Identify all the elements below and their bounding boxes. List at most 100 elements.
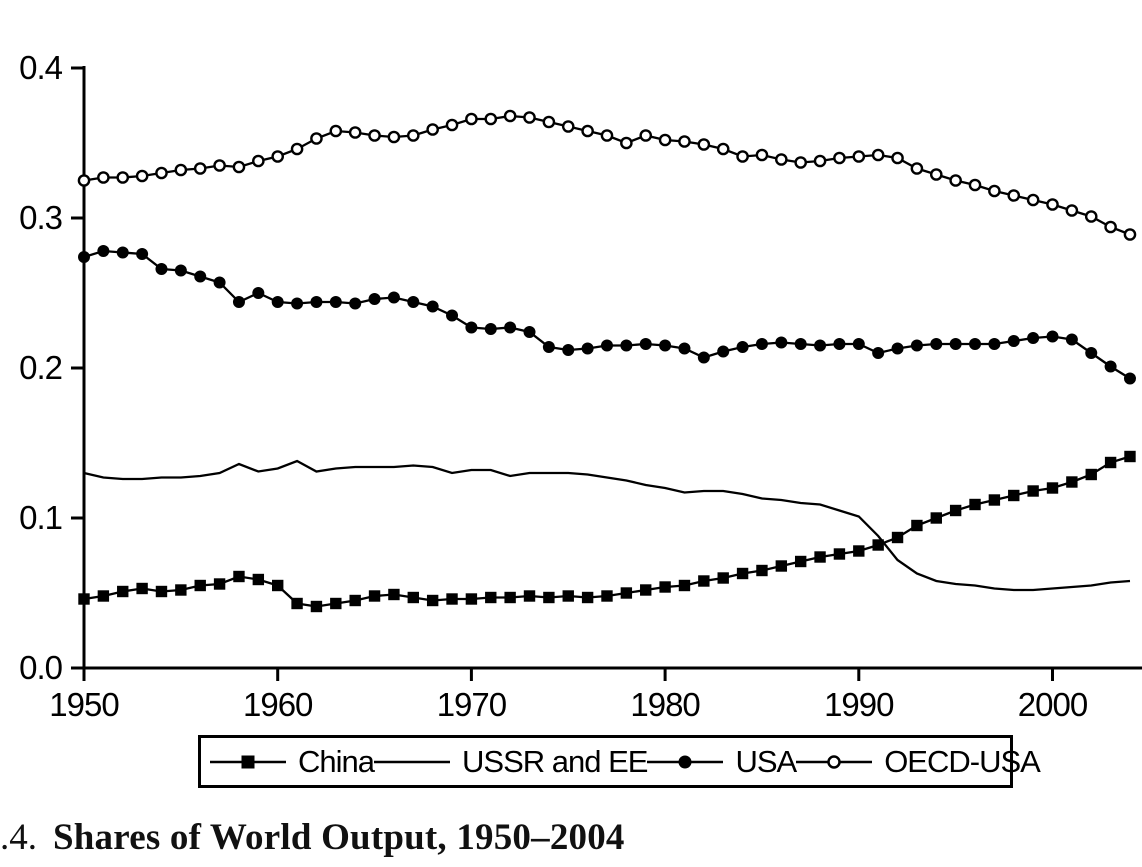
marker-filled-square [330, 597, 342, 610]
marker-filled-square [678, 579, 691, 592]
marker-filled-circle [504, 321, 517, 334]
legend-filled-square-icon [210, 755, 286, 768]
series-usa [78, 245, 1136, 385]
marker-filled-square [581, 591, 594, 604]
marker-open-circle [523, 111, 536, 124]
legend-none-icon [374, 760, 450, 763]
marker-filled-circle [1046, 330, 1059, 343]
marker-filled-square [1104, 456, 1117, 469]
marker-open-circle [697, 138, 711, 151]
marker-open-circle [600, 129, 614, 142]
marker-filled-square [349, 594, 361, 607]
marker-open-circle [155, 166, 168, 180]
legend-item-ussr-and-ee: USSR and EE [374, 744, 648, 779]
marker-filled-square [504, 591, 516, 604]
marker-open-circle [213, 159, 226, 172]
marker-filled-circle [446, 309, 459, 322]
y-tick-label: 0.3 [19, 199, 62, 236]
x-tick-label: 1970 [437, 686, 507, 723]
marker-filled-square [872, 539, 884, 551]
marker-filled-square [194, 579, 206, 592]
marker-filled-square [736, 567, 749, 580]
marker-open-circle [658, 133, 672, 147]
marker-filled-square [1085, 468, 1097, 481]
marker-filled-square [485, 591, 497, 604]
marker-filled-square [659, 581, 671, 593]
marker-filled-square [446, 593, 458, 605]
marker-open-circle [135, 169, 149, 183]
marker-filled-square [155, 585, 168, 598]
marker-filled-square [930, 512, 942, 524]
legend-open-circle-icon [796, 754, 873, 769]
marker-filled-circle [697, 351, 710, 364]
marker-filled-square [97, 590, 110, 602]
marker-open-circle [813, 154, 827, 168]
marker-filled-circle [1085, 347, 1098, 359]
marker-open-circle [988, 184, 1001, 198]
marker-open-circle [542, 115, 556, 129]
series-ussr-and-ee [83, 459, 1131, 592]
marker-filled-circle [678, 342, 691, 355]
marker-filled-square [136, 582, 148, 595]
marker-filled-circle [581, 342, 594, 355]
marker-filled-circle [736, 341, 749, 353]
marker-open-circle [310, 132, 323, 145]
marker-open-circle [290, 142, 304, 156]
y-tick-label: 0.0 [19, 649, 63, 686]
x-tick-label: 1990 [824, 686, 894, 723]
marker-open-circle [329, 124, 343, 138]
marker-open-circle [1026, 193, 1040, 207]
marker-filled-square [213, 578, 226, 590]
marker-filled-circle [291, 297, 304, 310]
marker-filled-circle [1065, 333, 1078, 346]
marker-filled-circle [329, 296, 342, 308]
marker-filled-circle [833, 338, 846, 350]
marker-open-circle [1084, 210, 1098, 223]
marker-filled-square [833, 548, 846, 560]
marker-filled-circle [659, 339, 672, 352]
marker-filled-square [756, 564, 768, 577]
marker-filled-circle [872, 347, 885, 359]
marker-open-circle [232, 160, 246, 174]
series-line-china [83, 455, 1131, 608]
x-tick-label: 1950 [49, 686, 119, 723]
marker-open-circle [949, 174, 962, 187]
marker-filled-square [562, 590, 574, 602]
marker-open-circle [348, 126, 362, 139]
marker-filled-circle [988, 338, 1001, 350]
marker-filled-square [310, 600, 323, 613]
marker-open-circle [833, 151, 846, 165]
marker-open-circle [736, 150, 749, 163]
legend-marker [827, 754, 841, 769]
legend-label-ussr-and-ee: USSR and EE [462, 744, 648, 779]
marker-filled-circle [755, 338, 768, 350]
marker-open-circle [910, 162, 924, 175]
marker-filled-square [969, 498, 981, 511]
marker-filled-square [291, 597, 303, 610]
marker-open-circle [1123, 228, 1137, 241]
x-tick-label: 1980 [630, 686, 700, 723]
marker-filled-circle [155, 263, 168, 275]
marker-open-circle [465, 112, 478, 126]
marker-open-circle [1007, 189, 1021, 202]
marker-open-circle [406, 129, 420, 142]
marker-filled-square [272, 579, 284, 592]
marker-open-circle [252, 154, 265, 168]
marker-filled-square [640, 584, 652, 596]
marker-filled-circle [349, 297, 362, 310]
marker-filled-circle [1007, 335, 1020, 347]
legend-item-usa: USA [647, 746, 797, 777]
marker-filled-circle [562, 344, 575, 356]
marker-filled-circle [97, 245, 110, 257]
caption-title: Shares of World Output, 1950–2004 [53, 817, 625, 858]
marker-filled-circle [891, 342, 904, 355]
marker-open-circle [77, 174, 91, 187]
marker-filled-square [717, 572, 729, 584]
marker-open-circle [387, 130, 401, 144]
marker-filled-circle [949, 338, 962, 350]
marker-filled-circle [465, 321, 478, 334]
marker-open-circle [445, 118, 459, 132]
marker-open-circle [503, 109, 517, 123]
marker-filled-circle [1123, 372, 1136, 385]
y-tick-label: 0.1 [19, 499, 62, 536]
